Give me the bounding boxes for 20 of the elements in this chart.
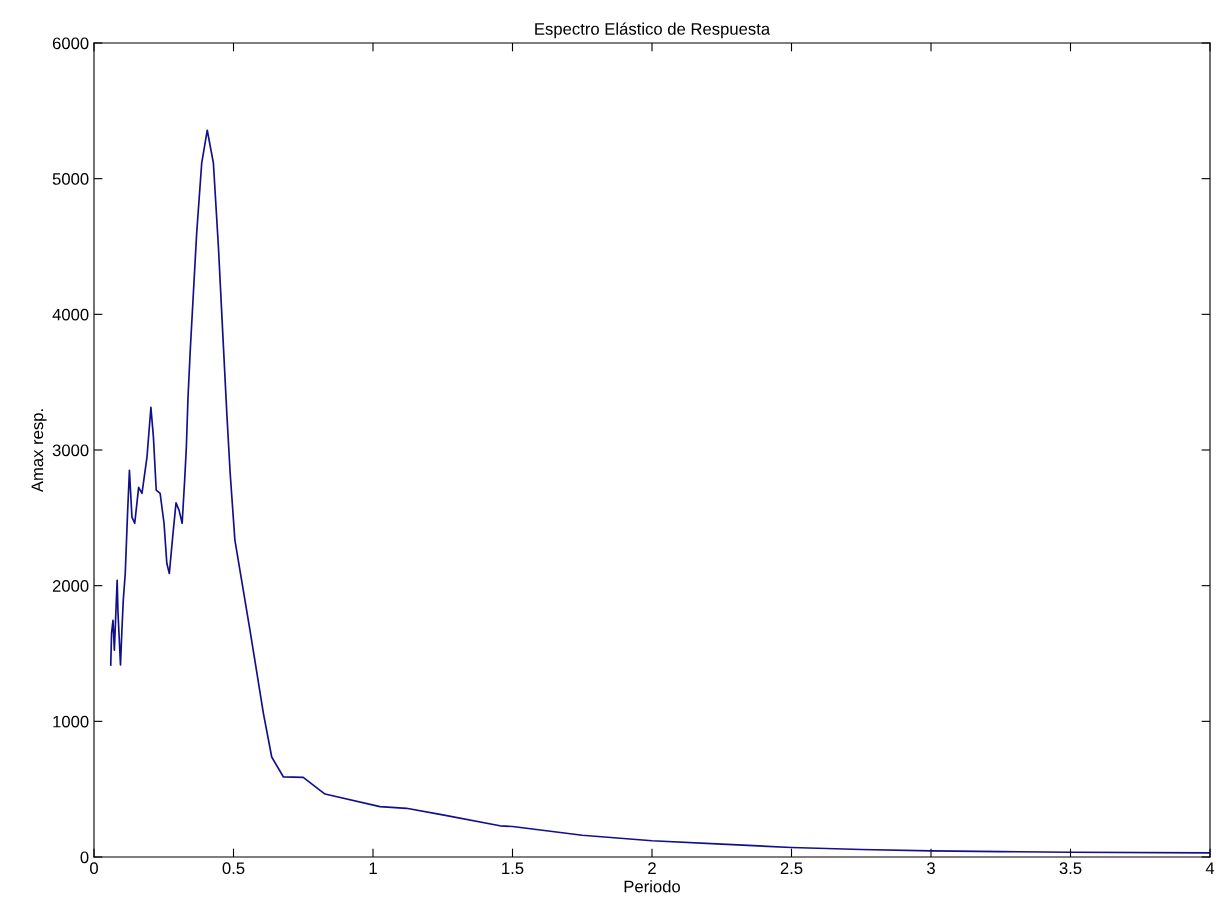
x-tick-label: 2.5 <box>780 862 803 875</box>
x-tick-label: 2 <box>648 862 656 874</box>
x-tick-label: 0 <box>90 862 98 875</box>
x-tick-label: 3 <box>927 862 935 875</box>
y-tick-label: 5000 <box>52 173 89 185</box>
x-tick-label: 3.5 <box>1059 862 1082 875</box>
x-tick-label: 4 <box>1205 862 1215 874</box>
x-tick-label: 1.5 <box>502 862 524 875</box>
y-tick-label: 2000 <box>52 580 89 592</box>
y-tick-label: 0 <box>80 851 89 864</box>
x-tick-label: 1 <box>369 862 377 874</box>
x-axis-title: Periodo <box>624 880 681 893</box>
line-series <box>109 129 1210 854</box>
y-tick-label: 4000 <box>52 308 89 321</box>
chart-title: Espectro Elástico de Respuesta <box>535 22 771 39</box>
x-tick-label: 0.5 <box>222 862 245 875</box>
y-tick-label: 3000 <box>52 444 89 457</box>
y-tick-label: 6000 <box>52 37 89 50</box>
y-tick-label: 1000 <box>53 715 89 728</box>
y-axis-title: Amax resp. <box>31 409 47 493</box>
